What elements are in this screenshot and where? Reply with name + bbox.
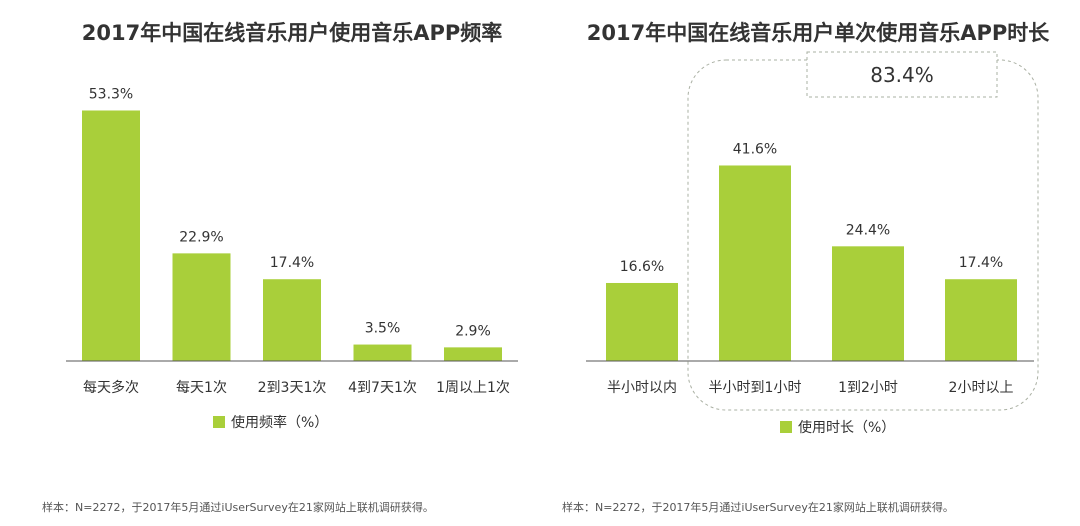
- chart2-bar-1: [606, 282, 678, 361]
- chart2-bar-3: [832, 246, 904, 361]
- chart-frequency: 2017年中国在线音乐用户使用音乐APP频率 53.3% 每天多次 22.9% 每天1…: [66, 21, 518, 431]
- chart2-category-label-3: 1到2小时: [838, 380, 898, 396]
- chart1-value-label-2: 22.9%: [179, 229, 223, 245]
- chart1-bar-5: [444, 347, 502, 361]
- chart1-legend-swatch: [213, 416, 225, 428]
- chart2-legend-label: 使用时长（%）: [798, 419, 895, 436]
- chart2-bar-4: [945, 279, 1017, 361]
- chart1-category-label-5: 1周以上1次: [436, 380, 510, 396]
- chart1-category-label-3: 2到3天1次: [258, 380, 327, 396]
- chart2-value-label-2: 41.6%: [733, 141, 777, 157]
- chart2-title: 2017年中国在线音乐用户单次使用音乐APP时长: [587, 21, 1050, 45]
- chart1-category-label-2: 每天1次: [176, 380, 227, 396]
- chart1-legend-label: 使用频率（%）: [231, 414, 328, 431]
- chart1-category-label-1: 每天多次: [83, 379, 139, 396]
- highlight-total-value: 83.4%: [870, 63, 934, 87]
- chart1-value-label-4: 3.5%: [365, 321, 401, 337]
- chart2-value-label-1: 16.6%: [620, 259, 664, 275]
- chart1-value-label-3: 17.4%: [270, 255, 314, 271]
- chart2-value-label-4: 17.4%: [959, 255, 1003, 271]
- chart-duration: 2017年中国在线音乐用户单次使用音乐APP时长 83.4% 16.6% 半小时以…: [586, 21, 1050, 436]
- chart1-bar-1: [82, 110, 140, 362]
- chart1-bar-4: [353, 344, 412, 361]
- chart2-legend-swatch: [780, 421, 792, 433]
- chart1-bar-2: [172, 253, 231, 361]
- chart1-value-label-5: 2.9%: [455, 323, 491, 339]
- footnote-left: 样本：N=2272，于2017年5月通过iUserSurvey在21家网站上联机…: [42, 500, 434, 514]
- highlight-total-box: [806, 51, 998, 98]
- chart2-bar-2: [719, 165, 791, 361]
- highlight-dashed-frame: [687, 59, 1039, 411]
- chart1-category-label-4: 4到7天1次: [348, 380, 417, 396]
- footnote-right: 样本：N=2272，于2017年5月通过iUserSurvey在21家网站上联机…: [562, 500, 954, 514]
- chart2-category-label-2: 半小时到1小时: [709, 380, 802, 396]
- chart2-category-label-4: 2小时以上: [949, 380, 1014, 396]
- chart2-value-label-3: 24.4%: [846, 222, 890, 238]
- chart1-bar-3: [263, 279, 321, 361]
- chart2-category-label-1: 半小时以内: [607, 380, 677, 396]
- chart1-title: 2017年中国在线音乐用户使用音乐APP频率: [82, 21, 502, 45]
- chart1-value-label-1: 53.3%: [89, 86, 133, 102]
